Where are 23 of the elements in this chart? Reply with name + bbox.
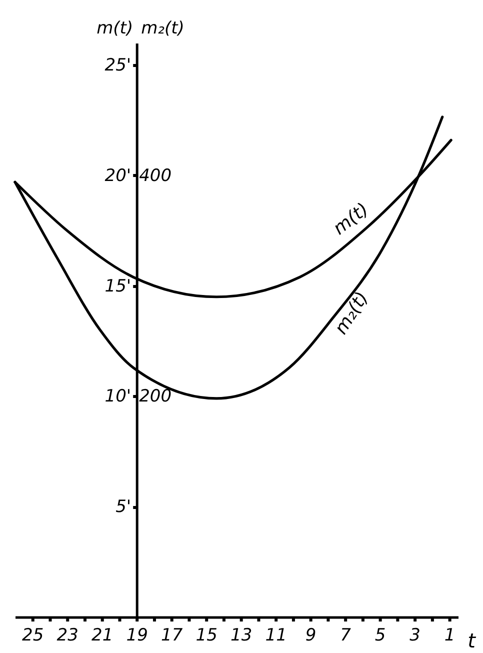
y-tick-label: 20': [104, 166, 132, 186]
y-tick-label: 15': [104, 276, 132, 296]
x-tick-label: 11: [265, 626, 287, 646]
x-tick-label: 25: [22, 626, 44, 646]
y2-tick-label: 400: [139, 166, 172, 186]
x-tick-label: 21: [92, 626, 114, 646]
y2-tick-label: 200: [139, 386, 172, 407]
x-axis-title: t: [468, 628, 477, 652]
x-tick-label: 15: [196, 626, 218, 646]
x-tick-label: 19: [126, 626, 148, 646]
x-tick-label: 13: [230, 626, 252, 646]
y-tick-label: 5': [116, 497, 132, 518]
x-tick-label: 1: [444, 626, 456, 646]
x-tick-label: 3: [410, 626, 420, 646]
x-tick-label: 9: [305, 626, 316, 646]
x-tick-label: 17: [161, 626, 183, 646]
x-tick-label: 23: [56, 626, 78, 646]
x-tick-label: 7: [340, 626, 352, 646]
x-tick-label: 5: [374, 626, 386, 646]
y-tick-label: 25': [104, 56, 132, 76]
y2-axis-title: m₂(t): [141, 18, 184, 38]
y-tick-label: 10': [104, 386, 132, 407]
y-axis-title: m(t): [96, 18, 134, 38]
